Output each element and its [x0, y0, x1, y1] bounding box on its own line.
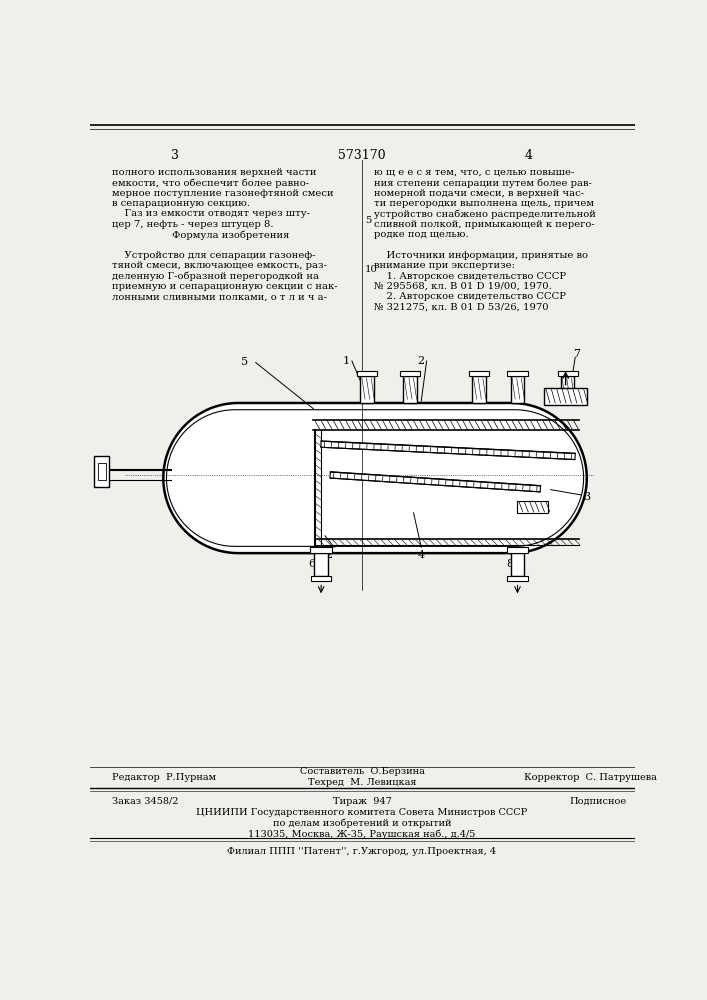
Text: Тираж  947: Тираж 947 — [332, 797, 392, 806]
Text: 10: 10 — [365, 265, 378, 274]
Text: номерной подачи смеси, в верхней час-: номерной подачи смеси, в верхней час- — [373, 189, 583, 198]
Text: ЦНИИПИ Государственного комитета Совета Министров СССР: ЦНИИПИ Государственного комитета Совета … — [197, 808, 527, 817]
Bar — [544, 388, 587, 405]
Text: деленную Г-образной перегородкой на: деленную Г-образной перегородкой на — [112, 272, 319, 281]
Text: лонными сливными полками, о т л и ч а-: лонными сливными полками, о т л и ч а- — [112, 292, 327, 301]
Bar — [311, 576, 331, 581]
Bar — [310, 547, 332, 553]
Bar — [361, 376, 374, 403]
Bar — [98, 463, 105, 480]
Bar — [472, 376, 486, 403]
Text: 1. Авторское свидетельство СССР: 1. Авторское свидетельство СССР — [373, 272, 566, 281]
Bar — [469, 371, 489, 376]
Text: 2: 2 — [325, 550, 332, 560]
Text: в сепарационную секцию.: в сепарационную секцию. — [112, 199, 250, 208]
Bar — [403, 376, 416, 403]
Text: 8: 8 — [506, 559, 513, 569]
Text: 4: 4 — [418, 550, 425, 560]
Text: Заказ 3458/2: Заказ 3458/2 — [112, 797, 178, 806]
Text: Редактор  Р.Пурнам: Редактор Р.Пурнам — [112, 773, 216, 782]
Text: ния степени сепарации путем более рав-: ния степени сепарации путем более рав- — [373, 178, 591, 188]
Bar — [314, 553, 328, 576]
Text: 3: 3 — [171, 149, 179, 162]
Text: тяной смеси, включающее емкость, раз-: тяной смеси, включающее емкость, раз- — [112, 261, 327, 270]
Bar — [518, 501, 549, 513]
Text: по делам изобретений и открытий: по делам изобретений и открытий — [273, 818, 451, 828]
Text: родке под щелью.: родке под щелью. — [373, 230, 468, 239]
Text: полного использования верхней части: полного использования верхней части — [112, 168, 316, 177]
Bar — [507, 547, 528, 553]
Text: 5: 5 — [365, 216, 371, 225]
Text: 573170: 573170 — [338, 149, 386, 162]
Text: Устройство для сепарации газонеф-: Устройство для сепарации газонеф- — [112, 251, 315, 260]
Bar — [558, 371, 578, 376]
Text: ю щ е е с я тем, что, с целью повыше-: ю щ е е с я тем, что, с целью повыше- — [373, 168, 574, 177]
Text: 2. Авторское свидетельство СССР: 2. Авторское свидетельство СССР — [373, 292, 566, 301]
Bar — [508, 371, 527, 376]
Text: устройство снабжено распределительной: устройство снабжено распределительной — [373, 209, 595, 219]
Text: № 321275, кл. В 01 D 53/26, 1970: № 321275, кл. В 01 D 53/26, 1970 — [373, 303, 548, 312]
Text: Газ из емкости отводят через шту-: Газ из емкости отводят через шту- — [112, 209, 310, 218]
Bar — [510, 376, 525, 403]
Text: Подписное: Подписное — [570, 797, 627, 806]
Bar — [94, 456, 110, 487]
Bar — [561, 376, 575, 403]
Polygon shape — [330, 472, 541, 492]
Text: Формула изобретения: Формула изобретения — [173, 230, 290, 240]
Text: Источники информации, принятые во: Источники информации, принятые во — [373, 251, 588, 260]
Text: Составитель  О.Берзина: Составитель О.Берзина — [300, 767, 424, 776]
Text: цер 7, нефть - через штуцер 8.: цер 7, нефть - через штуцер 8. — [112, 220, 273, 229]
Bar — [510, 553, 525, 576]
Text: 4: 4 — [525, 149, 533, 162]
Text: 3: 3 — [583, 492, 590, 502]
Text: внимание при экспертизе:: внимание при экспертизе: — [373, 261, 515, 270]
Text: Корректор  С. Патрушева: Корректор С. Патрушева — [524, 773, 657, 782]
Text: Техред  М. Левицкая: Техред М. Левицкая — [308, 778, 416, 787]
Polygon shape — [163, 403, 587, 553]
Text: 113035, Москва, Ж-35, Раушская наб., д.4/5: 113035, Москва, Ж-35, Раушская наб., д.4… — [248, 829, 476, 839]
Polygon shape — [321, 441, 575, 460]
Bar — [399, 371, 420, 376]
Text: приемную и сепарационную секции с нак-: приемную и сепарационную секции с нак- — [112, 282, 337, 291]
Text: Филиал ППП ''Патент'', г.Ужгород, ул.Проектная, 4: Филиал ППП ''Патент'', г.Ужгород, ул.Про… — [228, 847, 496, 856]
Text: 2: 2 — [418, 356, 425, 366]
Text: ти перегородки выполнена щель, причем: ти перегородки выполнена щель, причем — [373, 199, 593, 208]
Text: 6: 6 — [308, 559, 315, 569]
Text: сливной полкой, примыкающей к перего-: сливной полкой, примыкающей к перего- — [373, 220, 595, 229]
Text: № 295568, кл. В 01 D 19/00, 1970.: № 295568, кл. В 01 D 19/00, 1970. — [373, 282, 551, 291]
Text: 7: 7 — [573, 349, 580, 359]
Text: 1: 1 — [343, 356, 350, 366]
Bar — [508, 576, 527, 581]
Text: мерное поступление газонефтяной смеси: мерное поступление газонефтяной смеси — [112, 189, 333, 198]
Bar — [357, 371, 378, 376]
Text: 5: 5 — [240, 357, 247, 367]
Text: емкости, что обеспечит более равно-: емкости, что обеспечит более равно- — [112, 178, 309, 188]
